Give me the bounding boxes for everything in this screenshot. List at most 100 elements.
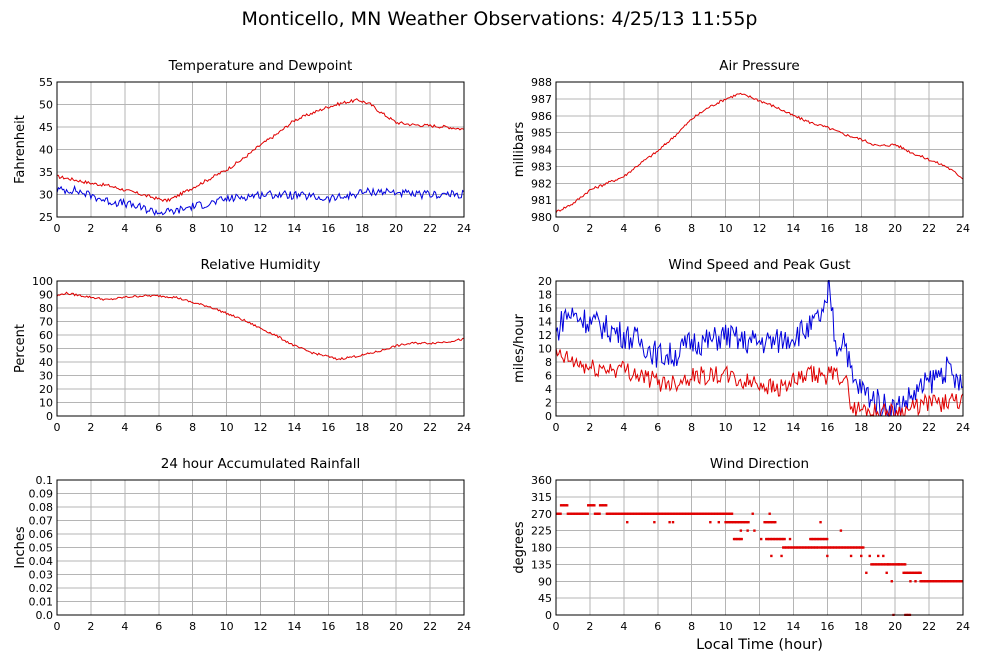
data-point (591, 504, 594, 507)
y-tick-label: 981 (531, 194, 552, 207)
x-tick-label: 16 (321, 421, 335, 434)
data-point (584, 512, 588, 515)
data-point (600, 504, 603, 507)
data-point (595, 512, 598, 515)
chart-title: Temperature and Dewpoint (168, 58, 353, 74)
data-point (663, 512, 667, 515)
data-point (876, 563, 879, 566)
data-point (586, 512, 589, 515)
x-tick-label: 12 (753, 222, 767, 235)
data-point (598, 512, 601, 515)
data-point (648, 512, 651, 515)
data-point (823, 546, 827, 549)
data-point (751, 512, 754, 515)
data-point (813, 537, 817, 541)
data-point (815, 537, 818, 541)
y-tick-label: 985 (531, 127, 552, 140)
x-tick-label: 8 (688, 620, 695, 633)
data-point (556, 512, 559, 515)
data-point (637, 512, 641, 515)
data-point (700, 512, 703, 515)
data-point (571, 512, 574, 515)
data-point (777, 537, 780, 541)
data-point (709, 512, 712, 515)
data-point (723, 512, 726, 515)
data-point (633, 512, 636, 515)
y-tick-label: 0.07 (29, 515, 54, 528)
data-point (888, 563, 892, 566)
data-point (877, 563, 881, 566)
data-point (740, 537, 743, 541)
data-point (575, 512, 579, 515)
data-point (769, 537, 773, 541)
data-point (807, 546, 811, 549)
data-point (680, 512, 683, 515)
data-point (587, 504, 590, 507)
data-point (610, 512, 613, 515)
data-point (657, 512, 660, 515)
data-point (735, 520, 738, 524)
data-point (880, 563, 884, 566)
data-point (826, 546, 830, 549)
data-point (659, 512, 662, 515)
data-point (891, 563, 895, 566)
data-point (885, 563, 888, 566)
data-point (810, 537, 814, 541)
x-tick-label: 24 (457, 620, 471, 633)
data-point (816, 537, 820, 541)
data-point (902, 563, 905, 566)
y-axis-label: millibars (512, 122, 527, 178)
data-point (894, 563, 898, 566)
data-point (862, 546, 865, 549)
data-point (937, 580, 941, 583)
data-point (669, 512, 673, 515)
data-point (704, 512, 708, 515)
data-point (649, 512, 653, 515)
x-tick-label: 16 (820, 222, 834, 235)
plot-frame (56, 280, 465, 417)
data-point (733, 520, 736, 524)
x-tick-label: 14 (287, 620, 301, 633)
data-point (724, 520, 727, 524)
data-point (865, 571, 868, 575)
data-point (843, 546, 847, 549)
x-tick-label: 4 (620, 222, 627, 235)
y-tick-label: 45 (39, 121, 53, 134)
data-point (778, 537, 782, 541)
data-point (569, 512, 573, 515)
data-point (954, 580, 957, 583)
data-point (910, 571, 913, 575)
data-point (782, 546, 785, 549)
data-point (665, 512, 668, 515)
y-tick-label: 0 (46, 410, 53, 423)
y-tick-label: 0.0 (36, 609, 54, 622)
data-point (721, 512, 725, 515)
data-point (654, 512, 657, 515)
data-point (732, 537, 736, 541)
y-tick-label: 0 (545, 609, 552, 622)
x-tick-label: 10 (220, 222, 234, 235)
y-tick-label: 360 (531, 474, 552, 487)
data-point (801, 546, 805, 549)
data-point (818, 537, 821, 541)
data-point (839, 529, 843, 532)
data-point (817, 546, 820, 549)
y-tick-label: 988 (531, 76, 552, 89)
data-point (559, 504, 563, 507)
x-tick-label: 6 (654, 620, 661, 633)
y-axis-label: Percent (13, 324, 28, 373)
chart-title: Wind Speed and Peak Gust (668, 257, 850, 273)
y-tick-label: 10 (39, 397, 53, 410)
data-point (833, 546, 836, 549)
x-tick-label: 22 (922, 421, 936, 434)
data-point (859, 546, 862, 549)
data-point (959, 580, 962, 583)
data-point (631, 512, 635, 515)
x-tick-label: 18 (355, 421, 369, 434)
data-point (767, 520, 771, 524)
x-tick-label: 20 (389, 620, 403, 633)
data-point (783, 537, 786, 541)
